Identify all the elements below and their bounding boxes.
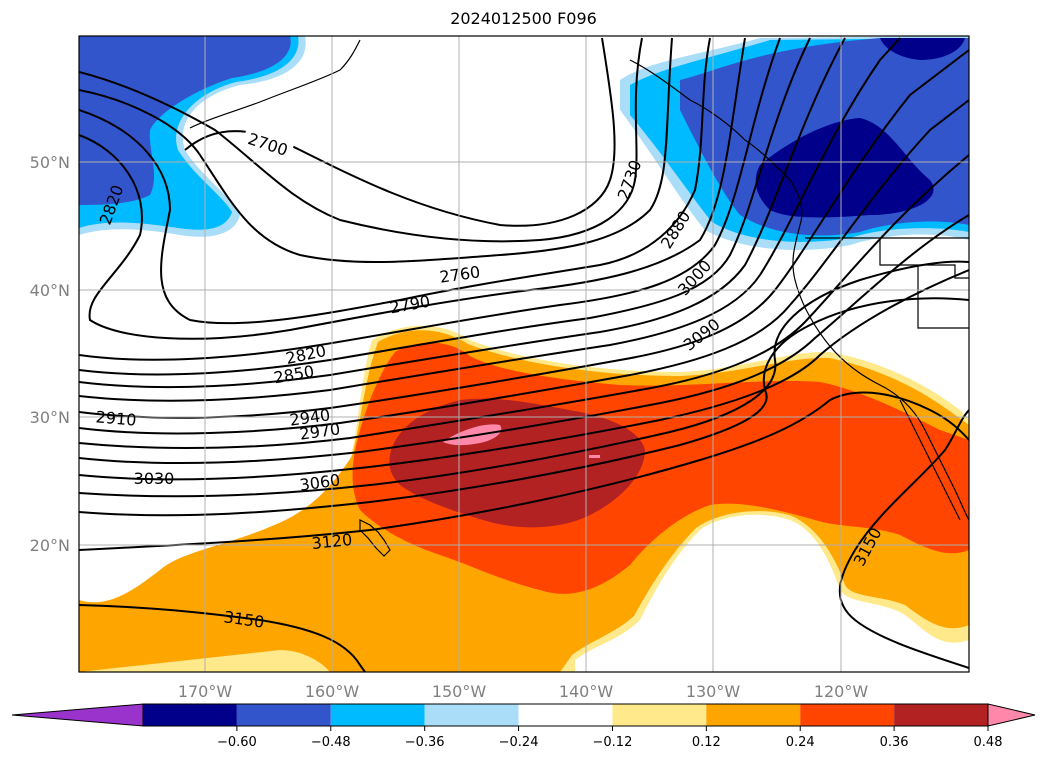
lon-label-140w: 140°W bbox=[559, 682, 614, 701]
lon-label-160w: 160°W bbox=[305, 682, 360, 701]
colorbar-extend-low bbox=[11, 703, 144, 727]
colorbar-tick-label: −0.24 bbox=[499, 735, 539, 750]
contour-line bbox=[79, 37, 673, 264]
colorbar-segment bbox=[894, 704, 988, 726]
contour-label-3030: 3030 bbox=[134, 469, 175, 488]
contour-line bbox=[79, 99, 969, 435]
colorbar-segment bbox=[612, 704, 707, 726]
contour-line bbox=[79, 154, 969, 449]
colorbar-tick-label: 0.24 bbox=[786, 735, 815, 750]
colorbar-tick-label: −0.60 bbox=[217, 735, 257, 750]
colorbar-segment bbox=[706, 704, 801, 726]
baja-coast bbox=[899, 399, 961, 521]
colorbar-tick-label: −0.48 bbox=[311, 735, 351, 750]
contour-line bbox=[79, 214, 969, 465]
contour-line bbox=[79, 37, 781, 361]
contour-line bbox=[79, 37, 811, 376]
lon-label-150w: 150°W bbox=[432, 682, 487, 701]
colorbar-tick-label: −0.12 bbox=[593, 735, 633, 750]
contour-line bbox=[838, 409, 969, 669]
colorbar: −0.60 −0.48 −0.36 −0.24 −0.12 0.12 0.24 0.36 0.4… bbox=[11, 703, 1036, 750]
contour-line bbox=[79, 37, 901, 402]
contour-line bbox=[79, 37, 846, 389]
alaska-panhandle-coast bbox=[629, 59, 803, 226]
colorbar-segment bbox=[518, 704, 613, 726]
negative-anomaly-deep bbox=[755, 118, 934, 218]
lon-label-120w: 120°W bbox=[814, 682, 869, 701]
gridlines bbox=[79, 36, 969, 672]
colorbar-tick-label: 0.12 bbox=[692, 735, 721, 750]
contour-line bbox=[79, 37, 746, 340]
contour-line bbox=[79, 37, 643, 243]
negative-anomaly-deep-top bbox=[880, 38, 965, 60]
coastlines bbox=[189, 39, 969, 557]
longitude-labels: 170°W 160°W 150°W 140°W 130°W 120°W bbox=[178, 682, 869, 701]
map-title: 2024012500 F096 bbox=[450, 9, 597, 28]
map-frame bbox=[78, 35, 970, 673]
colorbar-tick-label: 0.48 bbox=[974, 735, 1003, 750]
nw-anomaly-mid bbox=[79, 36, 291, 205]
lat-label-50n: 50°N bbox=[30, 153, 70, 172]
contour-label-2910: 2910 bbox=[95, 407, 137, 429]
contour-label-3120: 3120 bbox=[311, 530, 353, 553]
state-border bbox=[879, 238, 969, 279]
contour-line bbox=[79, 269, 969, 481]
colorbar-segment bbox=[330, 704, 425, 726]
colorbar-outline bbox=[142, 703, 989, 727]
contour-line bbox=[79, 49, 969, 419]
lat-label-20n: 20°N bbox=[30, 536, 70, 555]
alaska-coast bbox=[189, 39, 361, 129]
lon-label-170w: 170°W bbox=[178, 682, 233, 701]
positive-anomaly-pink bbox=[443, 424, 502, 446]
colorbar-segment bbox=[424, 704, 519, 726]
positive-anomaly-pink-spot bbox=[589, 455, 600, 458]
state-border-2 bbox=[917, 265, 969, 329]
contour-line bbox=[79, 604, 366, 672]
lon-label-130w: 130°W bbox=[686, 682, 741, 701]
height-contours bbox=[79, 37, 969, 672]
colorbar-segment bbox=[800, 704, 895, 726]
contour-line bbox=[79, 391, 969, 551]
lat-label-30n: 30°N bbox=[30, 408, 70, 427]
contour-line bbox=[79, 260, 969, 498]
colorbar-segment bbox=[143, 704, 237, 726]
west-coast bbox=[792, 224, 969, 521]
colorbar-segment bbox=[236, 704, 331, 726]
lat-label-40n: 40°N bbox=[30, 281, 70, 300]
colorbar-tick-label: 0.36 bbox=[880, 735, 909, 750]
colorbar-tick-label: −0.36 bbox=[405, 735, 445, 750]
colorbar-extend-high bbox=[987, 703, 1036, 727]
hawaii bbox=[359, 519, 391, 557]
latitude-labels: 50°N 40°N 30°N 20°N bbox=[30, 153, 70, 555]
contour-line bbox=[79, 37, 711, 325]
plot-area: 2700 2820 2730 2880 3000 3090 2760 2790 … bbox=[78, 35, 970, 673]
contour-line bbox=[79, 297, 969, 517]
